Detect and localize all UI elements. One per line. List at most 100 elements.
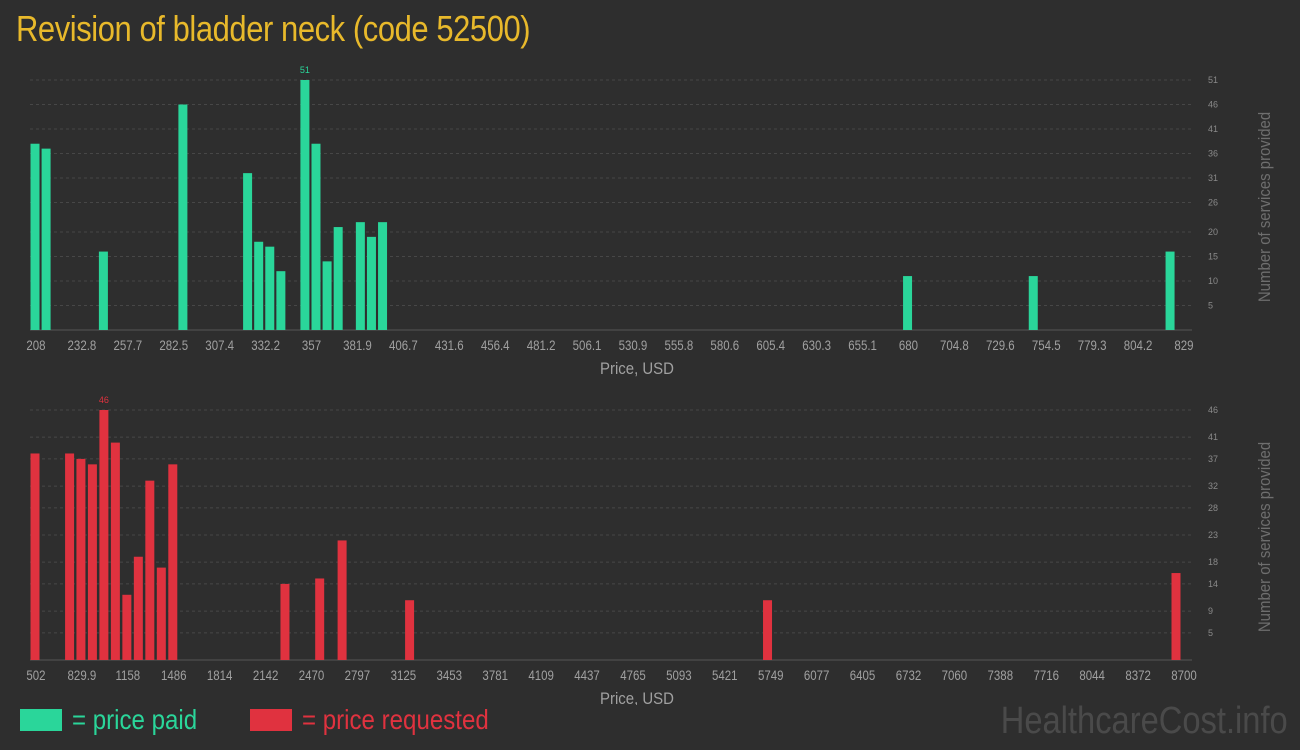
y-tick-label: 18	[1208, 557, 1218, 567]
x-tick-label: 829.9	[68, 667, 97, 683]
y-tick-label: 26	[1208, 198, 1218, 208]
x-tick-label: 7388	[988, 667, 1014, 683]
x-tick-label: 7716	[1033, 667, 1059, 683]
x-tick-label: 2470	[299, 667, 325, 683]
legend-item-price-paid: = price paid	[20, 704, 218, 735]
x-tick-label: 5093	[666, 667, 692, 683]
y-tick-label: 14	[1208, 579, 1218, 589]
x-tick-label: 555.8	[665, 337, 694, 353]
bar	[1165, 251, 1175, 330]
bar	[366, 236, 376, 330]
y-axis-label: Number of services provided	[1256, 112, 1274, 302]
bar	[178, 104, 188, 331]
x-tick-label: 332.2	[251, 337, 280, 353]
price-paid-chart: 5 10 15 20 26 31 36 41 46 51 208 232.8 257.7 282.5 307…	[26, 65, 1274, 378]
bar	[315, 578, 325, 660]
x-tick-label: 1486	[161, 667, 187, 683]
x-tick-label: 704.8	[940, 337, 969, 353]
x-tick-label: 630.3	[802, 337, 831, 353]
x-tick-label: 4765	[620, 667, 646, 683]
watermark: HealthcareCost.info	[1000, 700, 1288, 742]
x-tick-label: 1814	[207, 667, 233, 683]
y-tick-label: 36	[1208, 149, 1218, 159]
x-tick-label: 456.4	[481, 337, 510, 353]
x-tick-label: 1158	[115, 667, 140, 683]
y-tick-label: 31	[1208, 173, 1218, 183]
x-tick-label: 502	[26, 667, 45, 683]
bar	[122, 594, 132, 660]
x-tick-label: 232.8	[68, 337, 97, 353]
x-tick-label: 655.1	[848, 337, 877, 353]
bar	[1028, 276, 1038, 330]
x-tick-label: 208	[26, 337, 45, 353]
bar	[254, 241, 264, 330]
y-tick-label: 9	[1208, 606, 1213, 616]
bar	[1171, 573, 1181, 660]
legend-label-price-paid: = price paid	[72, 704, 198, 735]
x-tick-label: 3781	[482, 667, 508, 683]
x-tick-label: 829	[1174, 337, 1193, 353]
x-tick-label: 804.2	[1124, 337, 1153, 353]
x-tick-label: 406.7	[389, 337, 418, 353]
x-tick-label: 307.4	[205, 337, 234, 353]
x-tick-label: 8700	[1171, 667, 1197, 683]
x-tick-label: 4109	[528, 667, 554, 683]
y-tick-label: 10	[1208, 276, 1218, 286]
peak-value-label: 51	[300, 65, 310, 75]
x-tick-label: 7060	[942, 667, 968, 683]
x-tick-label: 3125	[391, 667, 417, 683]
x-axis-label: Price, USD	[600, 360, 674, 378]
bar	[322, 261, 332, 330]
x-tick-label: 6732	[896, 667, 922, 683]
x-tick-label: 381.9	[343, 337, 372, 353]
bar	[168, 464, 178, 660]
x-tick-label: 506.1	[573, 337, 602, 353]
bar	[99, 410, 109, 660]
bar	[98, 251, 108, 330]
legend-label-price-requested: = price requested	[302, 704, 489, 735]
bar	[133, 556, 143, 660]
x-tick-label: 8044	[1079, 667, 1105, 683]
legend-swatch-price-paid	[20, 709, 62, 731]
x-tick-label: 5749	[758, 667, 784, 683]
x-tick-label: 282.5	[159, 337, 188, 353]
bar	[145, 480, 155, 660]
bar	[65, 453, 75, 660]
x-tick-label: 580.6	[710, 337, 739, 353]
bar	[243, 173, 253, 330]
y-tick-label: 37	[1208, 454, 1218, 464]
y-tick-label: 41	[1208, 124, 1218, 134]
bar	[87, 464, 97, 660]
bar	[30, 453, 40, 660]
x-tick-label: 431.6	[435, 337, 464, 353]
bar	[378, 222, 388, 330]
x-tick-label: 605.4	[756, 337, 785, 353]
price-requested-chart: 5 9 14 18 23 28 32 37 41 46 502 829.9 1158 1486 1814 21…	[26, 395, 1274, 705]
y-tick-label: 28	[1208, 503, 1218, 513]
x-tick-label: 779.3	[1078, 337, 1107, 353]
bar	[76, 458, 86, 660]
x-tick-label: 2142	[253, 667, 279, 683]
y-tick-label: 46	[1208, 405, 1218, 415]
x-tick-label: 729.6	[986, 337, 1015, 353]
x-tick-label: 680	[899, 337, 918, 353]
bar	[30, 143, 40, 330]
x-tick-label: 754.5	[1032, 337, 1061, 353]
bar	[355, 222, 365, 330]
bar	[903, 276, 913, 330]
y-tick-label: 5	[1208, 300, 1213, 310]
legend-swatch-price-requested	[250, 709, 292, 731]
x-tick-label: 257.7	[113, 337, 142, 353]
bar	[763, 600, 773, 660]
y-tick-label: 32	[1208, 481, 1218, 491]
y-tick-label: 46	[1208, 100, 1218, 110]
y-tick-label: 5	[1208, 628, 1213, 638]
y-tick-label: 20	[1208, 227, 1218, 237]
x-tick-label: 6405	[850, 667, 876, 683]
x-tick-label: 6077	[804, 667, 830, 683]
bar	[300, 80, 310, 330]
bar	[337, 540, 347, 660]
bar	[333, 227, 343, 330]
peak-value-label: 46	[99, 395, 109, 405]
